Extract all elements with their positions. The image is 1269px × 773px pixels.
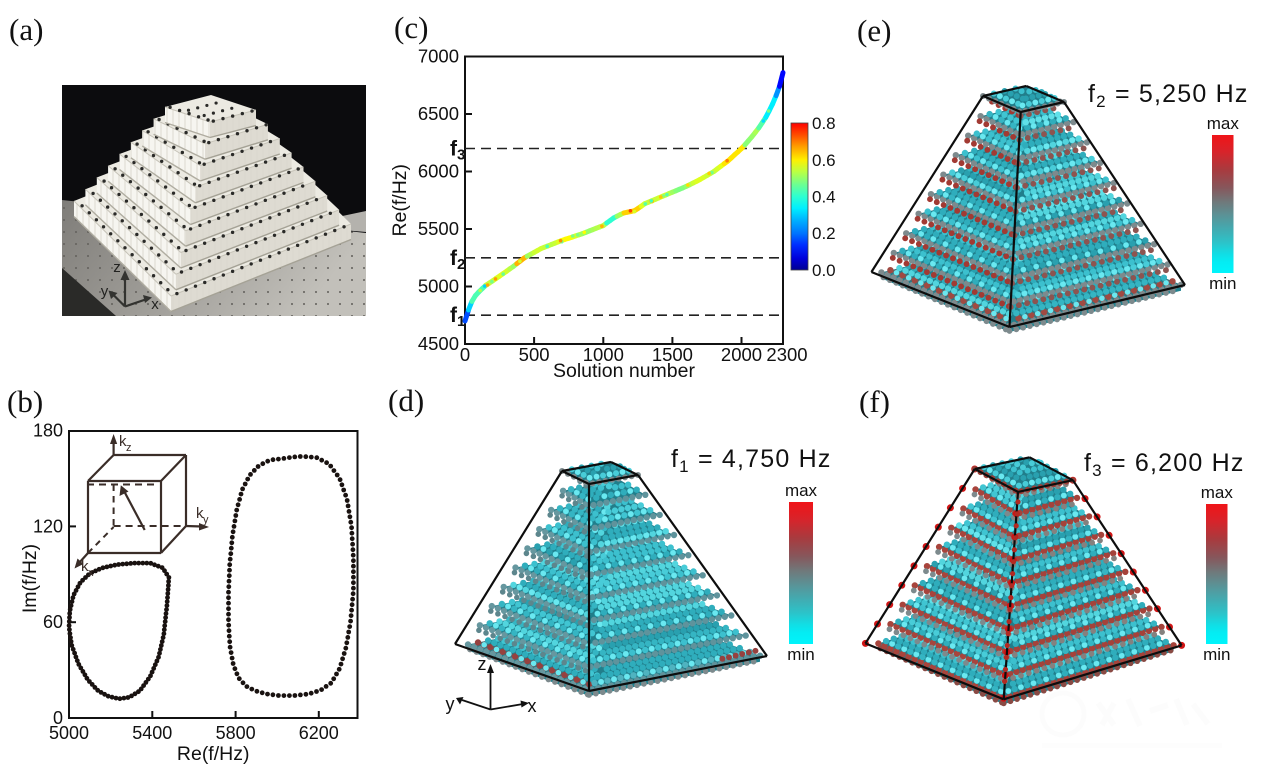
svg-text:z: z <box>126 442 132 454</box>
svg-text:2: 2 <box>457 256 465 273</box>
svg-text:k: k <box>119 433 127 450</box>
svg-text:0.0: 0.0 <box>812 261 836 280</box>
svg-text:7000: 7000 <box>418 46 459 67</box>
svg-text:Re(f/Hz): Re(f/Hz) <box>389 164 411 237</box>
svg-text:f3 = 6,200 Hz: f3 = 6,200 Hz <box>1084 449 1245 480</box>
svg-text:x: x <box>528 696 537 716</box>
svg-text:120: 120 <box>33 516 63 536</box>
svg-text:f: f <box>450 304 458 327</box>
svg-text:f: f <box>450 247 458 270</box>
svg-text:60: 60 <box>43 612 63 632</box>
svg-text:f1 = 4,750 Hz: f1 = 4,750 Hz <box>671 445 832 476</box>
svg-text:min: min <box>1209 274 1236 293</box>
svg-text:6200: 6200 <box>299 723 339 743</box>
svg-text:k: k <box>196 505 204 522</box>
svg-text:4500: 4500 <box>418 333 459 354</box>
svg-text:2300: 2300 <box>766 344 807 365</box>
svg-text:0.4: 0.4 <box>812 188 836 207</box>
svg-text:(a): (a) <box>9 12 43 47</box>
svg-text:k: k <box>81 558 89 575</box>
svg-text:6500: 6500 <box>418 103 459 124</box>
svg-text:max: max <box>1207 114 1240 133</box>
svg-text:min: min <box>1203 645 1230 664</box>
svg-text:5800: 5800 <box>216 723 256 743</box>
svg-text:6000: 6000 <box>418 161 459 182</box>
svg-text:(c): (c) <box>394 10 428 45</box>
svg-text:Solution number: Solution number <box>553 360 696 382</box>
svg-text:500: 500 <box>519 344 550 365</box>
svg-text:(f): (f) <box>859 384 890 419</box>
svg-text:z: z <box>113 259 121 276</box>
svg-text:0: 0 <box>460 344 470 365</box>
svg-text:x: x <box>88 567 94 579</box>
svg-text:5000: 5000 <box>49 723 89 743</box>
svg-text:5500: 5500 <box>418 218 459 239</box>
svg-text:Im(f/Hz): Im(f/Hz) <box>19 544 41 613</box>
svg-text:1500: 1500 <box>652 344 693 365</box>
svg-text:Re(f/Hz): Re(f/Hz) <box>177 743 250 765</box>
svg-text:max: max <box>785 481 818 500</box>
svg-text:5400: 5400 <box>132 723 172 743</box>
svg-text:max: max <box>1201 483 1234 502</box>
svg-text:1: 1 <box>457 313 465 330</box>
svg-text:f: f <box>450 138 458 161</box>
svg-text:5000: 5000 <box>418 276 459 297</box>
svg-text:y: y <box>203 514 209 526</box>
svg-text:(d): (d) <box>388 383 424 418</box>
svg-text:x: x <box>151 296 159 313</box>
svg-text:y: y <box>446 694 455 714</box>
svg-text:(b): (b) <box>7 384 43 419</box>
svg-text:y: y <box>101 283 109 300</box>
svg-text:0: 0 <box>53 708 63 728</box>
svg-text:0.8: 0.8 <box>812 114 836 133</box>
svg-text:0.6: 0.6 <box>812 151 836 170</box>
svg-text:(e): (e) <box>857 13 891 48</box>
svg-text:0.2: 0.2 <box>812 224 836 243</box>
svg-text:min: min <box>787 645 814 664</box>
svg-text:180: 180 <box>33 421 63 441</box>
svg-text:z: z <box>478 654 487 674</box>
svg-text:f2 = 5,250 Hz: f2 = 5,250 Hz <box>1088 80 1249 111</box>
svg-text:2000: 2000 <box>721 344 762 365</box>
svg-text:3: 3 <box>457 147 465 164</box>
svg-text:1000: 1000 <box>583 344 624 365</box>
